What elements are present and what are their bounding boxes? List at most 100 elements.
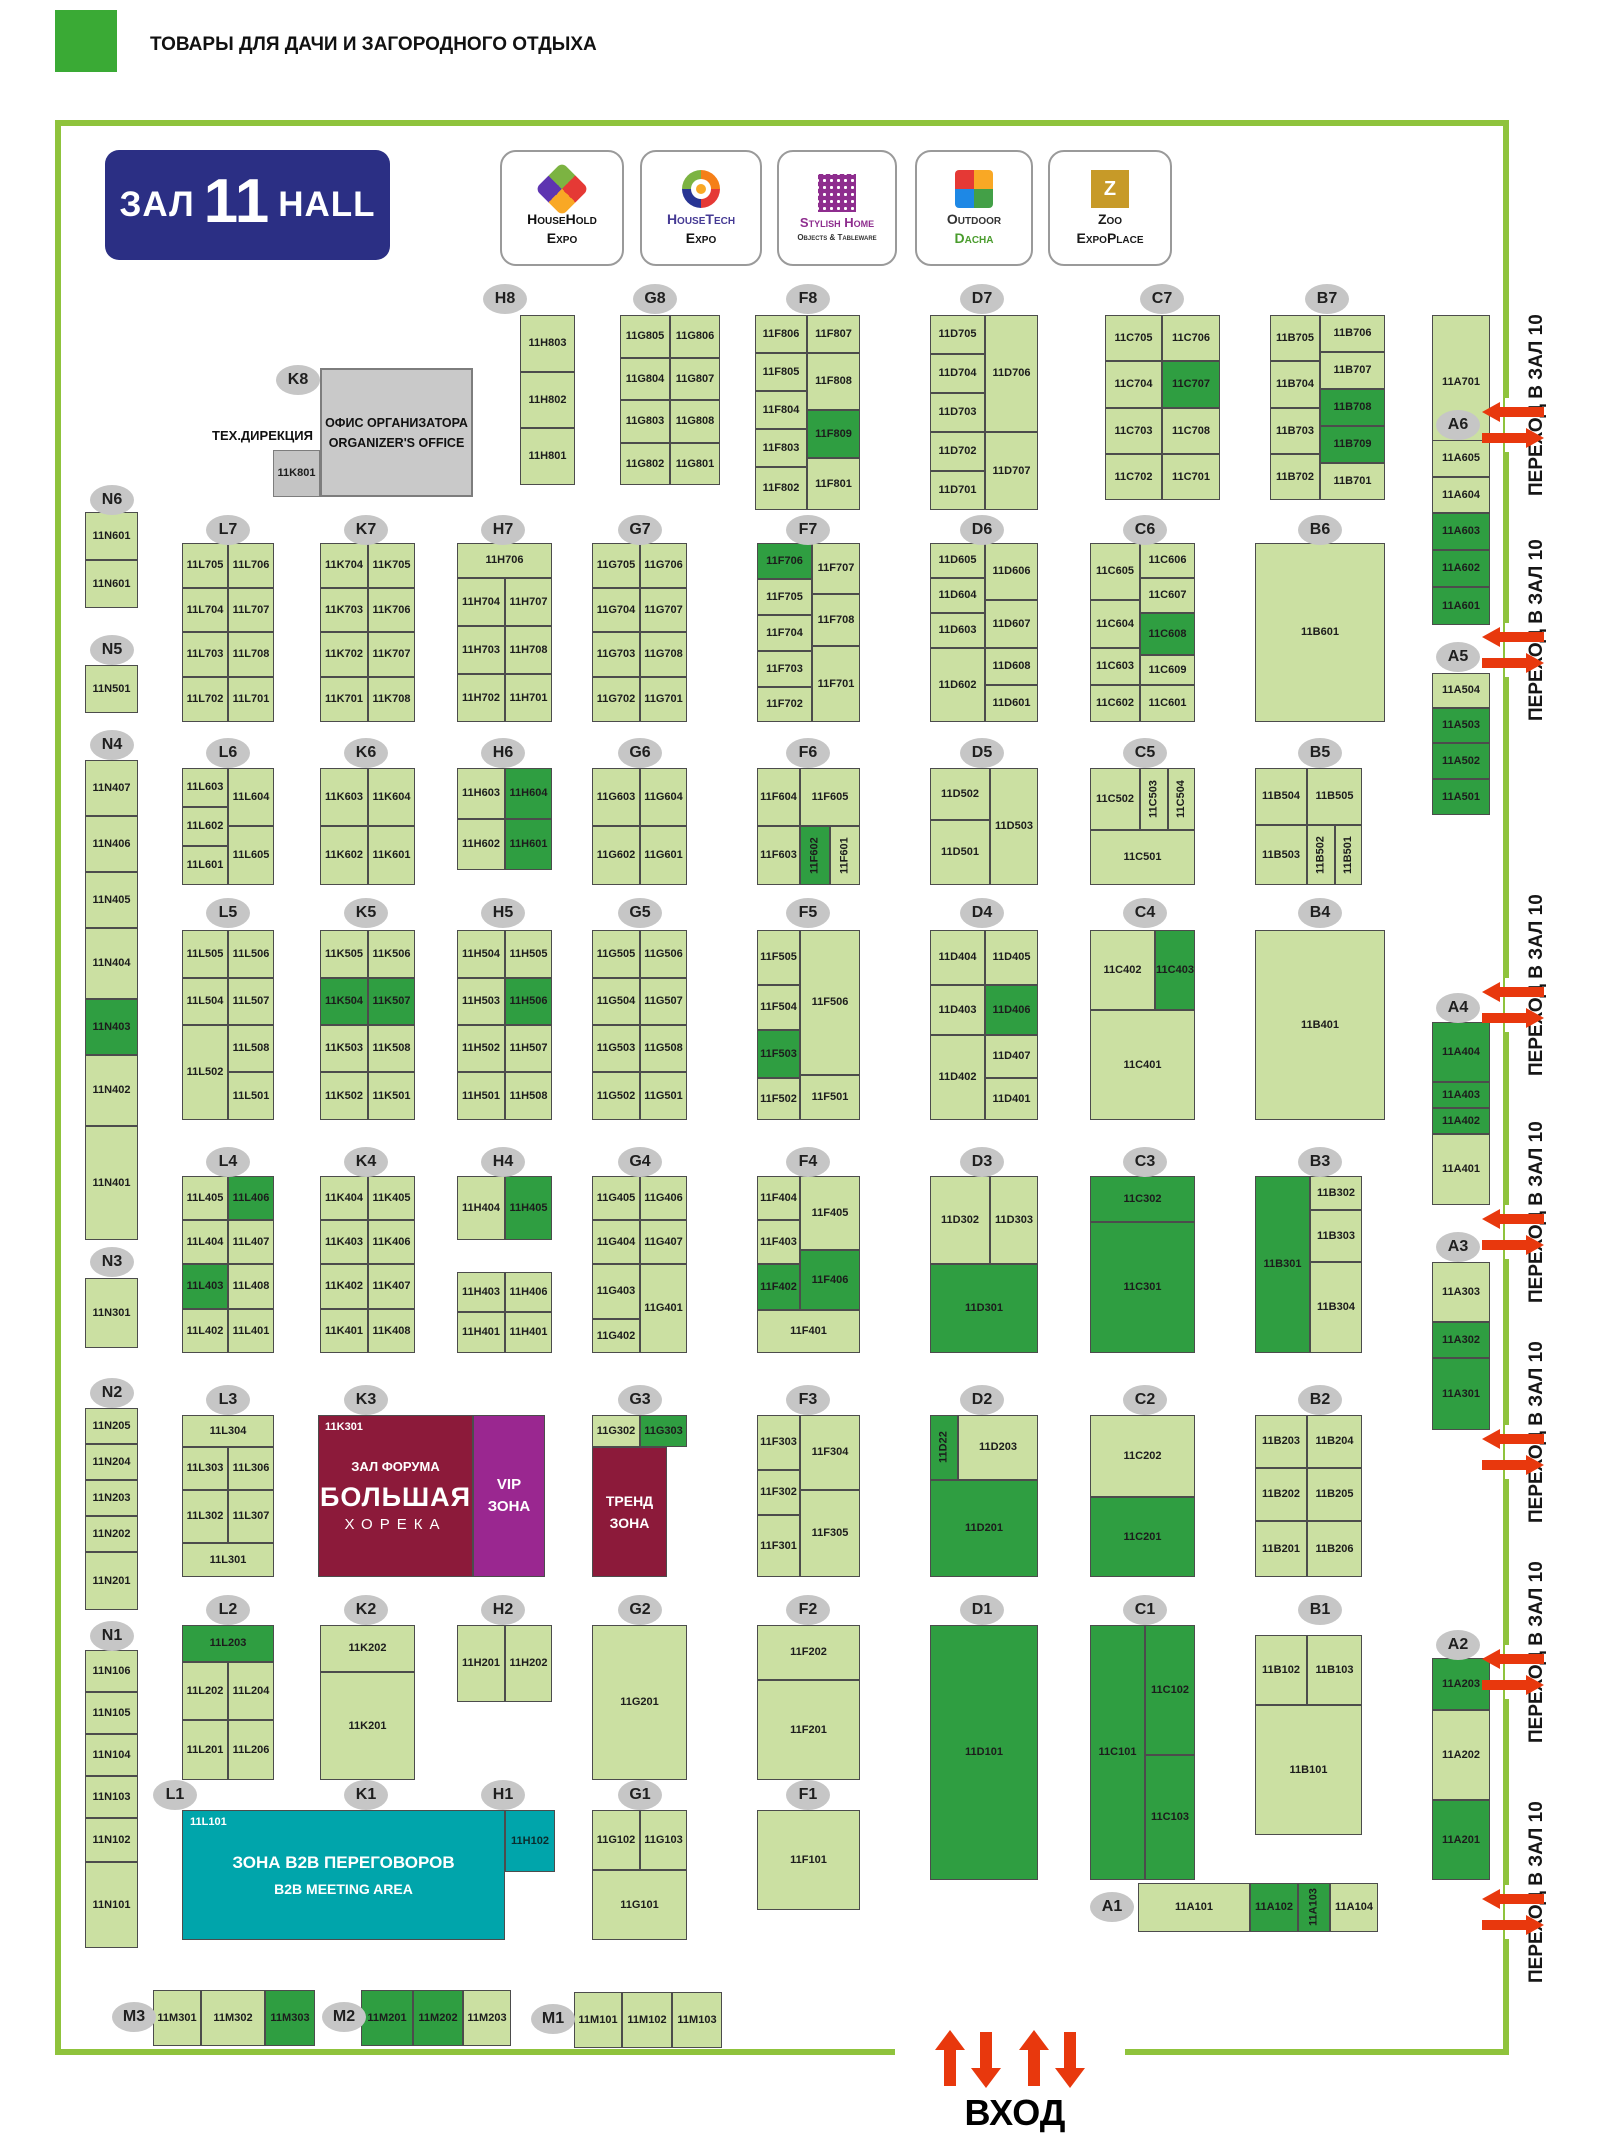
booth-11D503[interactable]: 11D503 <box>990 768 1038 885</box>
booth-11H706[interactable]: 11H706 <box>457 543 552 578</box>
booth-11L404[interactable]: 11L404 <box>182 1220 228 1264</box>
booth-11F802[interactable]: 11F802 <box>755 467 807 510</box>
booth-11G201[interactable]: 11G201 <box>592 1625 687 1780</box>
booth-11G102[interactable]: 11G102 <box>592 1810 640 1870</box>
booth-11D705[interactable]: 11D705 <box>930 315 985 354</box>
booth-11M101[interactable]: 11M101 <box>574 1992 622 2048</box>
booth-11H501[interactable]: 11H501 <box>457 1072 505 1120</box>
booth-11D401[interactable]: 11D401 <box>985 1078 1038 1120</box>
booth-11L307[interactable]: 11L307 <box>228 1490 274 1543</box>
booth-11N402[interactable]: 11N402 <box>85 1055 138 1126</box>
booth-11F702[interactable]: 11F702 <box>757 687 812 722</box>
booth-11M102[interactable]: 11M102 <box>622 1992 672 2048</box>
booth-11H401[interactable]: 11H401 <box>457 1312 505 1353</box>
booth-11C101[interactable]: 11C101 <box>1090 1625 1145 1880</box>
booth-11G801[interactable]: 11G801 <box>670 443 720 485</box>
booth-11M302[interactable]: 11M302 <box>201 1990 265 2046</box>
booth-11B303[interactable]: 11B303 <box>1310 1210 1362 1262</box>
booth-11B701[interactable]: 11B701 <box>1320 463 1385 500</box>
booth-11M203[interactable]: 11M203 <box>463 1990 511 2046</box>
booth-11A301[interactable]: 11A301 <box>1432 1358 1490 1430</box>
booth-11F603[interactable]: 11F603 <box>757 826 800 885</box>
booth-11H702[interactable]: 11H702 <box>457 674 505 722</box>
booth-11F807[interactable]: 11F807 <box>807 315 860 353</box>
booth-11K702[interactable]: 11K702 <box>320 632 368 677</box>
booth-11B601[interactable]: 11B601 <box>1255 543 1385 722</box>
booth-11G701[interactable]: 11G701 <box>640 677 687 722</box>
booth-11G808[interactable]: 11G808 <box>670 400 720 443</box>
booth-11K407[interactable]: 11K407 <box>368 1264 415 1309</box>
booth-11A501[interactable]: 11A501 <box>1432 779 1490 815</box>
booth-11F503[interactable]: 11F503 <box>757 1030 800 1078</box>
booth-11H707[interactable]: 11H707 <box>505 578 552 626</box>
booth-11A103[interactable]: 11A103 <box>1298 1883 1330 1932</box>
booth-11L101[interactable]: 11L101 <box>190 1816 227 1828</box>
booth-11F403[interactable]: 11F403 <box>757 1220 800 1264</box>
booth-11C701[interactable]: 11C701 <box>1162 454 1220 500</box>
booth-11F706[interactable]: 11F706 <box>757 543 812 579</box>
booth-11F506[interactable]: 11F506 <box>800 930 860 1075</box>
booth-11H506[interactable]: 11H506 <box>505 978 552 1025</box>
booth-11B708[interactable]: 11B708 <box>1320 389 1385 426</box>
booth-11L708[interactable]: 11L708 <box>228 632 274 677</box>
booth-11A401[interactable]: 11A401 <box>1432 1134 1490 1205</box>
booth-11G507[interactable]: 11G507 <box>640 978 687 1025</box>
booth-11B706[interactable]: 11B706 <box>1320 315 1385 352</box>
booth-11M103[interactable]: 11M103 <box>672 1992 722 2048</box>
booth-11L702[interactable]: 11L702 <box>182 677 228 722</box>
booth-11K602[interactable]: 11K602 <box>320 826 368 885</box>
booth-11F502[interactable]: 11F502 <box>757 1078 800 1120</box>
booth-11B702[interactable]: 11B702 <box>1270 454 1320 500</box>
booth-11D403[interactable]: 11D403 <box>930 985 985 1035</box>
booth-11F602[interactable]: 11F602 <box>800 826 830 885</box>
booth-11G702[interactable]: 11G702 <box>592 677 640 722</box>
booth-11K508[interactable]: 11K508 <box>368 1025 415 1072</box>
booth-11L405[interactable]: 11L405 <box>182 1176 228 1220</box>
booth-11F305[interactable]: 11F305 <box>800 1490 860 1577</box>
booth-11B401[interactable]: 11B401 <box>1255 930 1385 1120</box>
booth-11D701[interactable]: 11D701 <box>930 471 985 510</box>
booth-11D704[interactable]: 11D704 <box>930 354 985 393</box>
booth-11L203[interactable]: 11L203 <box>182 1625 274 1662</box>
booth-11L704[interactable]: 11L704 <box>182 588 228 632</box>
booth-11D301[interactable]: 11D301 <box>930 1264 1038 1353</box>
booth-11F805[interactable]: 11F805 <box>755 353 807 391</box>
booth-11G604[interactable]: 11G604 <box>640 768 687 826</box>
booth-11K405[interactable]: 11K405 <box>368 1176 415 1220</box>
booth-11G407[interactable]: 11G407 <box>640 1220 687 1264</box>
booth-11B704[interactable]: 11B704 <box>1270 361 1320 408</box>
booth-11K401[interactable]: 11K401 <box>320 1309 368 1353</box>
booth-11F501[interactable]: 11F501 <box>800 1075 860 1120</box>
booth-11H102[interactable]: 11H102 <box>505 1810 555 1872</box>
booth-11N105[interactable]: 11N105 <box>85 1692 138 1734</box>
booth-11D606[interactable]: 11D606 <box>985 543 1038 600</box>
booth-11B102[interactable]: 11B102 <box>1255 1635 1307 1705</box>
booth-11K501[interactable]: 11K501 <box>368 1072 415 1120</box>
booth-11A504[interactable]: 11A504 <box>1432 673 1490 708</box>
booth-11H405[interactable]: 11H405 <box>505 1176 552 1240</box>
booth-11C502[interactable]: 11C502 <box>1090 768 1140 830</box>
booth-11G703[interactable]: 11G703 <box>592 632 640 677</box>
booth-11D608[interactable]: 11D608 <box>985 648 1038 685</box>
booth-11G807[interactable]: 11G807 <box>670 358 720 400</box>
booth-11H504[interactable]: 11H504 <box>457 930 505 978</box>
booth-11D201[interactable]: 11D201 <box>930 1480 1038 1577</box>
booth-11B503[interactable]: 11B503 <box>1255 825 1307 885</box>
booth-11N201[interactable]: 11N201 <box>85 1552 138 1610</box>
booth-11G601[interactable]: 11G601 <box>640 826 687 885</box>
booth-11B504[interactable]: 11B504 <box>1255 768 1307 825</box>
booth-11C501[interactable]: 11C501 <box>1090 830 1195 885</box>
booth-11G603[interactable]: 11G603 <box>592 768 640 826</box>
booth-11G405[interactable]: 11G405 <box>592 1176 640 1220</box>
booth-11L407[interactable]: 11L407 <box>228 1220 274 1264</box>
booth-11A402[interactable]: 11A402 <box>1432 1108 1490 1134</box>
booth-11A603[interactable]: 11A603 <box>1432 513 1490 550</box>
booth-11H603[interactable]: 11H603 <box>457 768 505 819</box>
booth-11K408[interactable]: 11K408 <box>368 1309 415 1353</box>
booth-11B204[interactable]: 11B204 <box>1307 1415 1362 1468</box>
booth-11K502[interactable]: 11K502 <box>320 1072 368 1120</box>
booth-11H201[interactable]: 11H201 <box>457 1625 505 1702</box>
booth-11G805[interactable]: 11G805 <box>620 315 670 358</box>
booth-11K603[interactable]: 11K603 <box>320 768 368 826</box>
booth-11G506[interactable]: 11G506 <box>640 930 687 978</box>
